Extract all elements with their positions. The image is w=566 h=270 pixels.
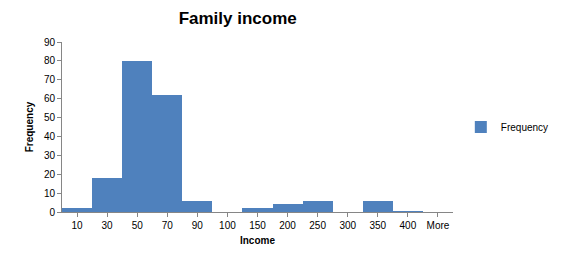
svg-text:0: 0	[49, 207, 55, 218]
svg-text:Family income: Family income	[179, 9, 297, 28]
svg-text:30: 30	[102, 220, 114, 231]
svg-text:30: 30	[44, 150, 56, 161]
svg-text:250: 250	[309, 220, 326, 231]
svg-text:90: 90	[44, 37, 56, 48]
svg-text:50: 50	[44, 112, 56, 123]
svg-text:350: 350	[369, 220, 386, 231]
svg-text:20: 20	[44, 169, 56, 180]
svg-text:300: 300	[339, 220, 356, 231]
svg-text:400: 400	[400, 220, 417, 231]
svg-text:150: 150	[249, 220, 266, 231]
svg-text:60: 60	[44, 93, 56, 104]
svg-text:10: 10	[71, 220, 83, 231]
svg-text:100: 100	[219, 220, 236, 231]
svg-text:Income: Income	[240, 235, 275, 246]
svg-text:70: 70	[44, 74, 56, 85]
svg-text:10: 10	[44, 188, 56, 199]
svg-text:70: 70	[162, 220, 174, 231]
svg-text:80: 80	[44, 55, 56, 66]
svg-text:Frequency: Frequency	[24, 101, 35, 152]
svg-text:90: 90	[192, 220, 204, 231]
svg-text:Frequency: Frequency	[501, 122, 548, 133]
svg-text:40: 40	[44, 131, 56, 142]
svg-text:More: More	[427, 220, 450, 231]
svg-text:50: 50	[132, 220, 144, 231]
svg-text:200: 200	[279, 220, 296, 231]
